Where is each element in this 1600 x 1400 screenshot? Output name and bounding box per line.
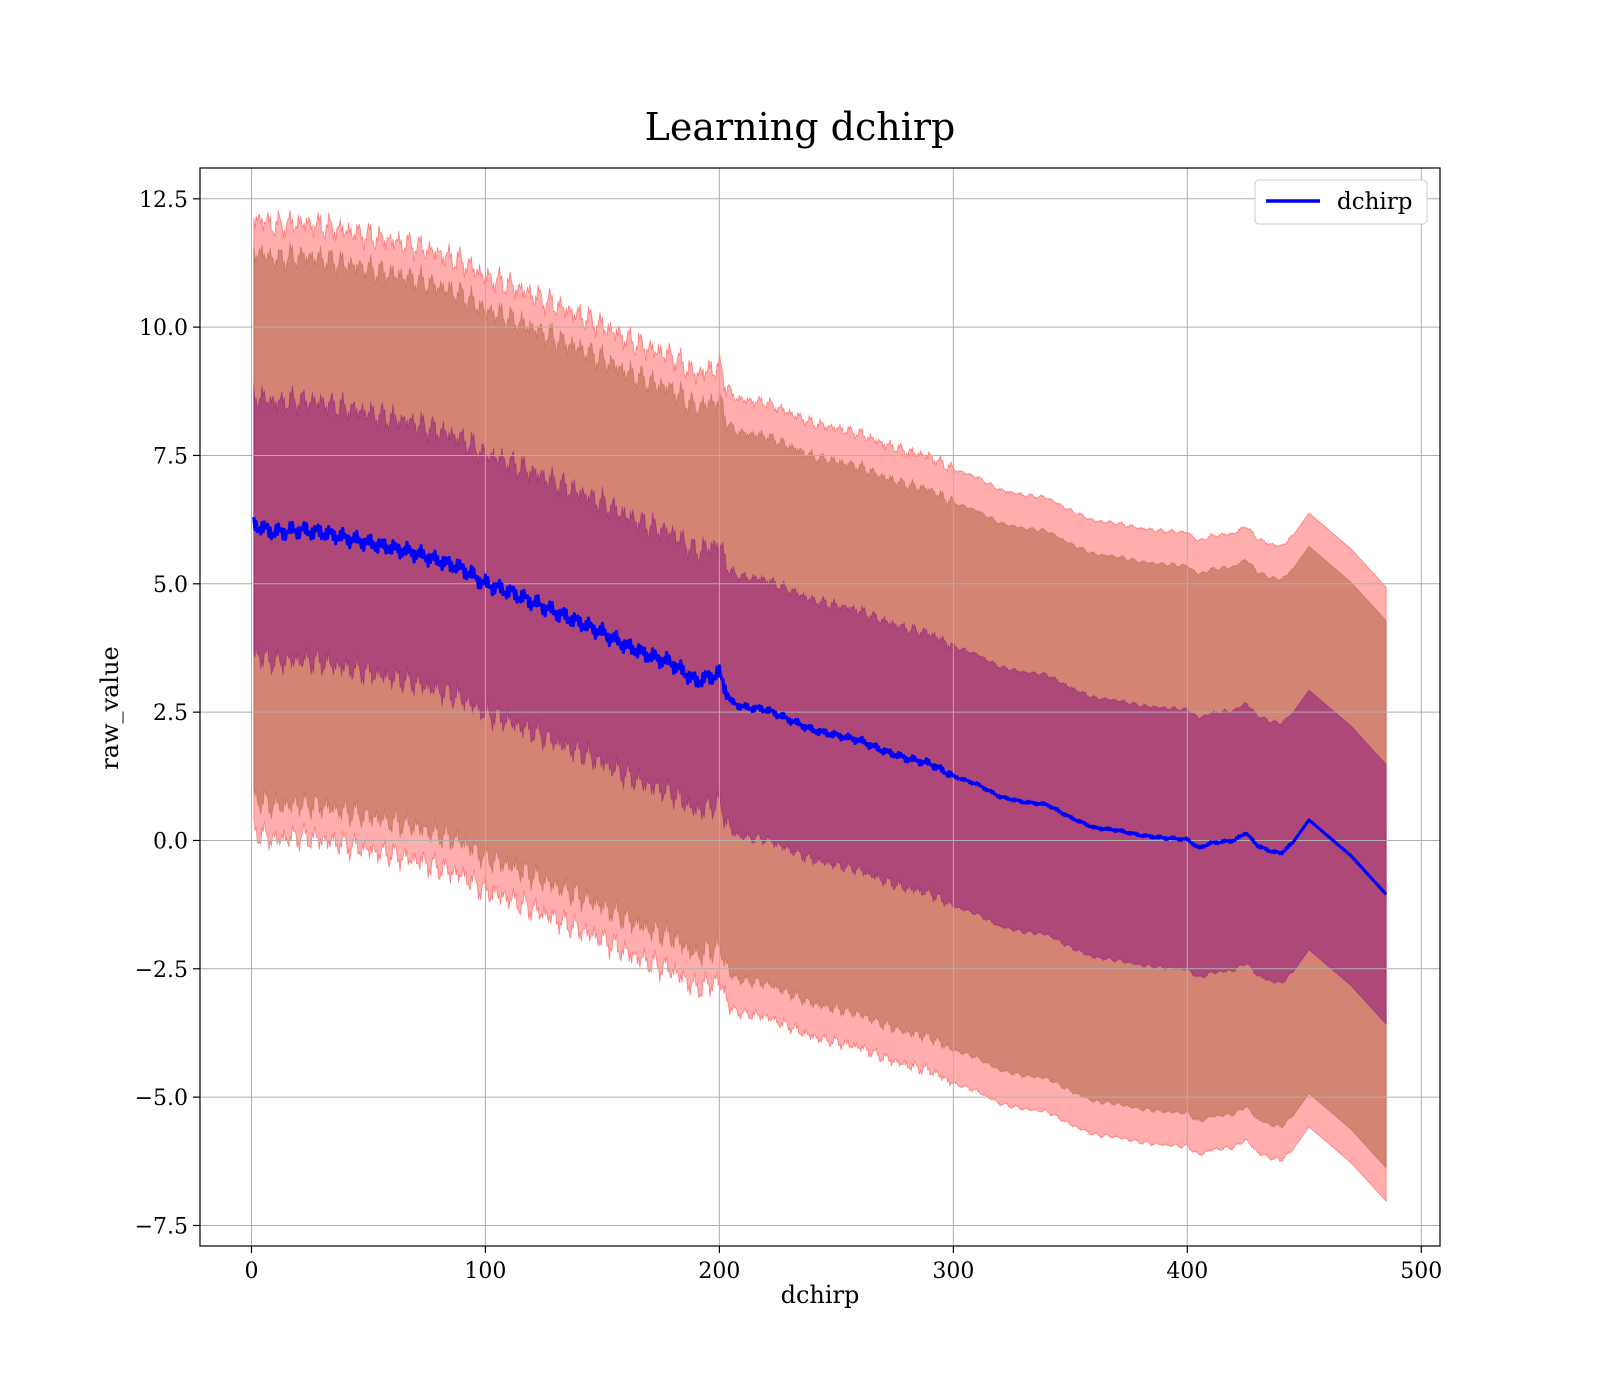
y-axis-label: raw_value (96, 646, 124, 770)
x-tick-label: 500 (1400, 1259, 1442, 1284)
y-axis: −7.5 −5.0 −2.5 0.0 2.5 5.0 7.5 10.0 12.5 (135, 188, 200, 1239)
chart-title: Learning dchirp (645, 105, 956, 149)
plot-area (199, 167, 1441, 1247)
confidence-bands (253, 209, 1387, 1203)
legend: dchirp (1254, 179, 1428, 225)
legend-entry-dchirp: dchirp (1337, 189, 1413, 215)
plot-frame (199, 167, 1441, 1247)
y-tick-label: 0.0 (153, 829, 188, 854)
band-2-sigma (253, 242, 1387, 1170)
mean-line-group (252, 516, 1388, 896)
y-tick-label: 2.5 (153, 701, 188, 726)
x-axis: 0 100 200 300 400 500 (244, 1246, 1442, 1284)
y-tick-label: −2.5 (135, 958, 188, 983)
x-tick-label: 0 (244, 1259, 258, 1284)
band-3-sigma (253, 209, 1387, 1203)
y-tick-label: 10.0 (139, 316, 188, 341)
y-tick-label: 5.0 (153, 573, 188, 598)
x-tick-label: 300 (932, 1259, 974, 1284)
band-1-sigma (253, 383, 1387, 1026)
x-tick-label: 200 (698, 1259, 740, 1284)
y-tick-label: 7.5 (153, 444, 188, 469)
grid-lines (200, 168, 1440, 1246)
series-line-dchirp (252, 516, 1388, 896)
y-tick-label: 12.5 (139, 188, 188, 213)
legend-box (1254, 179, 1428, 225)
x-tick-label: 400 (1166, 1259, 1208, 1284)
y-tick-label: −5.0 (135, 1086, 188, 1111)
x-axis-label: dchirp (781, 1281, 860, 1309)
y-tick-label: −7.5 (135, 1214, 188, 1239)
x-tick-label: 100 (464, 1259, 506, 1284)
